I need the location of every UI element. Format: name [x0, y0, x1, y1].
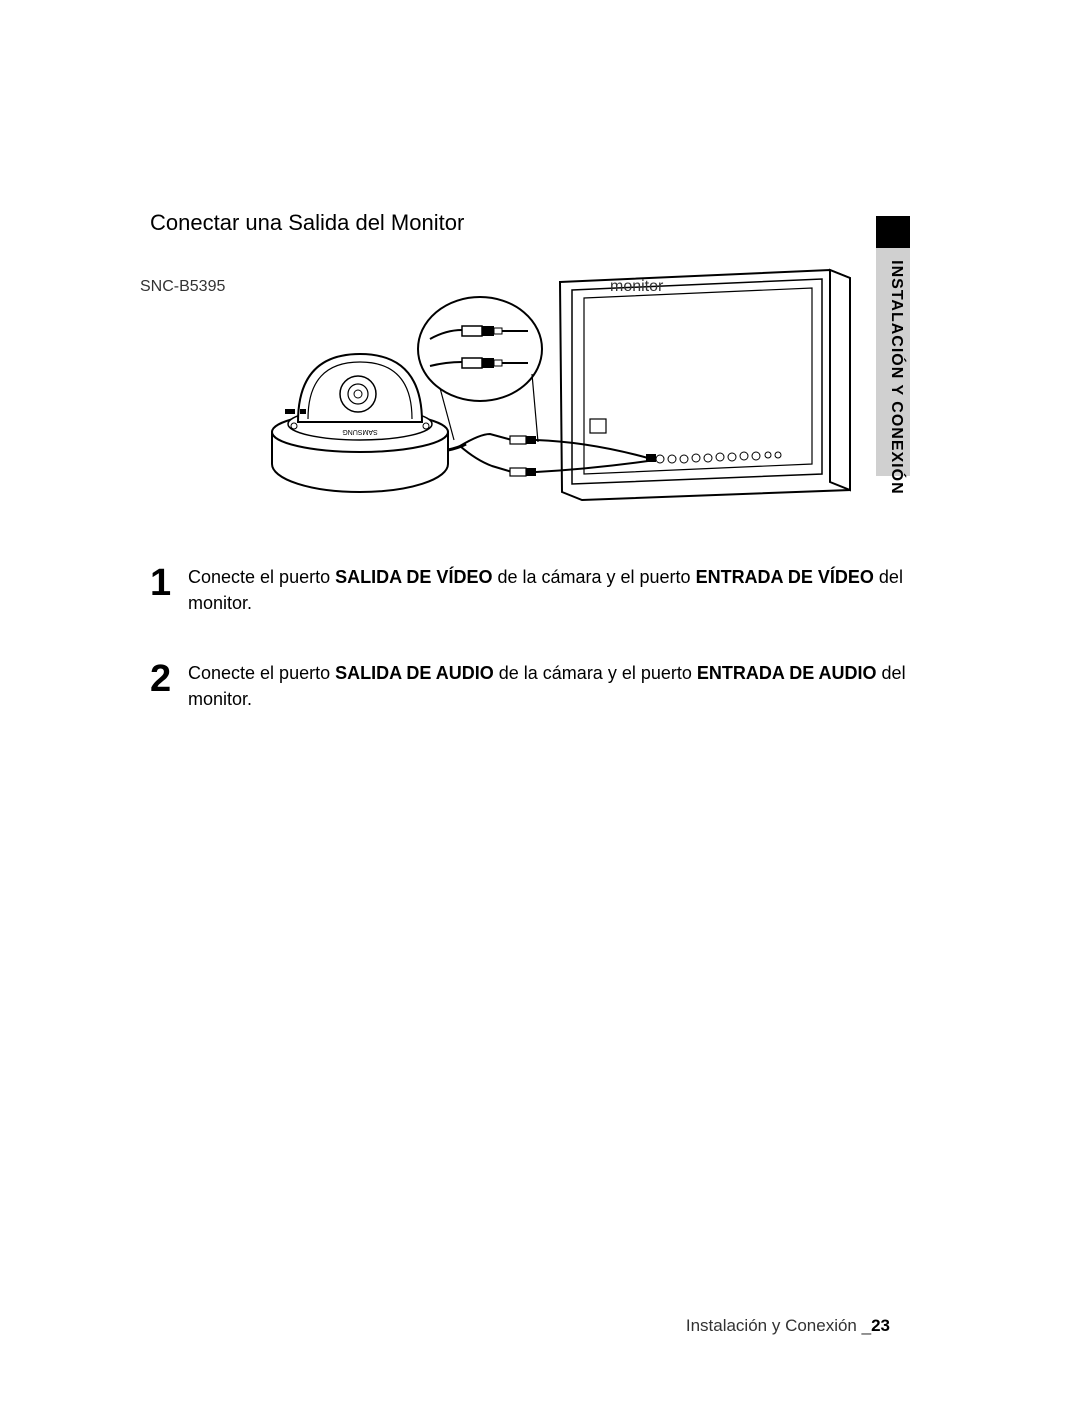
- chapter-current-marker: [876, 216, 910, 248]
- svg-text:SAMSUNG: SAMSUNG: [342, 428, 377, 435]
- page-number: 23: [871, 1316, 890, 1335]
- zoom-callout: [418, 297, 542, 442]
- page-footer: Instalación y Conexión _23: [686, 1316, 890, 1336]
- footer-label: Instalación y Conexión _: [686, 1316, 871, 1335]
- step-item: 1 Conecte el puerto SALIDA DE VÍDEO de l…: [150, 564, 940, 616]
- diagram-svg: SAMSUNG: [190, 264, 870, 524]
- step-text: Conecte el puerto SALIDA DE VÍDEO de la …: [188, 564, 908, 616]
- connection-diagram: SAMSUNG: [190, 264, 870, 504]
- section-title: Conectar una Salida del Monitor: [150, 210, 940, 236]
- chapter-title: INSTALACIÓN Y CONEXIÓN: [888, 260, 905, 494]
- camera-model-label: SNC-B5395: [140, 278, 225, 296]
- step-item: 2 Conecte el puerto SALIDA DE AUDIO de l…: [150, 660, 940, 712]
- step-number: 2: [150, 660, 176, 698]
- step-number: 1: [150, 564, 176, 602]
- step-text: Conecte el puerto SALIDA DE AUDIO de la …: [188, 660, 908, 712]
- instruction-steps: 1 Conecte el puerto SALIDA DE VÍDEO de l…: [150, 564, 940, 712]
- chapter-tab-text: 02 INSTALACIÓN Y CONEXIÓN: [887, 224, 905, 495]
- chapter-tab: 02 INSTALACIÓN Y CONEXIÓN: [876, 216, 910, 476]
- camera-drawing: SAMSUNG: [272, 354, 448, 492]
- monitor-label: monitor: [610, 278, 663, 296]
